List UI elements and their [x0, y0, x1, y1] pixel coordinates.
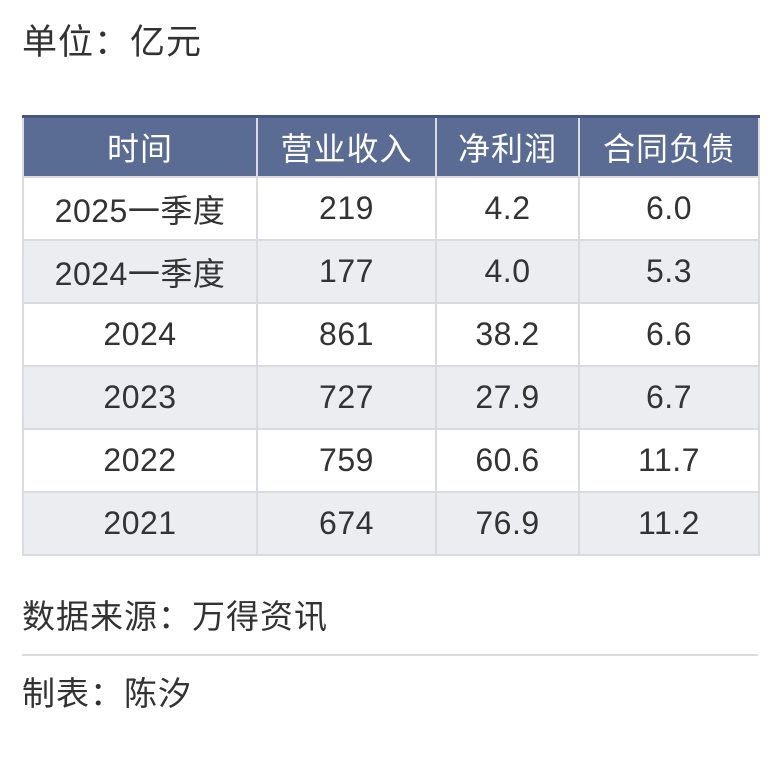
- table-cell: 4.2: [435, 176, 580, 241]
- column-header: 营业收入: [256, 115, 437, 178]
- table-cell: 2024: [22, 302, 258, 367]
- table-cell: 2024一季度: [22, 239, 258, 304]
- column-header: 合同负债: [578, 115, 760, 178]
- column-header: 时间: [22, 115, 258, 178]
- table-cell: 4.0: [435, 239, 580, 304]
- table-cell: 6.0: [578, 176, 760, 241]
- page: 单位：亿元 时间 营业收入 净利润 合同负债 2025一季度 219 4.2 6.0 2024…: [0, 22, 780, 715]
- table-row: 2022 759 60.6 11.7: [22, 428, 760, 493]
- financial-table: 时间 营业收入 净利润 合同负债 2025一季度 219 4.2 6.0 2024一季度 177…: [22, 115, 760, 556]
- unit-label: 单位：亿元: [22, 23, 203, 62]
- table-cell: 11.7: [578, 428, 760, 493]
- author-label: 制表：陈汐: [22, 675, 192, 712]
- table-cell: 2021: [22, 491, 258, 556]
- table-cell: 60.6: [435, 428, 580, 493]
- table-cell: 27.9: [435, 365, 580, 430]
- table-body: 2025一季度 219 4.2 6.0 2024一季度 177 4.0 5.3 2024 861 3…: [22, 176, 760, 556]
- table-cell: 5.3: [578, 239, 760, 304]
- column-header: 净利润: [435, 115, 580, 178]
- table-cell: 38.2: [435, 302, 580, 367]
- table-cell: 759: [256, 428, 437, 493]
- table-cell: 6.6: [578, 302, 760, 367]
- table-cell: 861: [256, 302, 437, 367]
- table-cell: 2023: [22, 365, 258, 430]
- table-header: 时间 营业收入 净利润 合同负债: [22, 115, 760, 178]
- table-cell: 6.7: [578, 365, 760, 430]
- table-header-row: 时间 营业收入 净利润 合同负债: [22, 115, 760, 178]
- table-row: 2025一季度 219 4.2 6.0: [22, 176, 760, 241]
- table-row: 2024 861 38.2 6.6: [22, 302, 760, 367]
- table-cell: 2022: [22, 428, 258, 493]
- table-cell: 76.9: [435, 491, 580, 556]
- table-row: 2021 674 76.9 11.2: [22, 491, 760, 556]
- table-cell: 2025一季度: [22, 176, 258, 241]
- table-row: 2024一季度 177 4.0 5.3: [22, 239, 760, 304]
- table-cell: 177: [256, 239, 437, 304]
- table-cell: 219: [256, 176, 437, 241]
- table-row: 2023 727 27.9 6.7: [22, 365, 760, 430]
- footer-divider: [22, 654, 758, 656]
- table-cell: 11.2: [578, 491, 760, 556]
- data-source-label: 数据来源：万得资讯: [22, 598, 328, 635]
- table-cell: 674: [256, 491, 437, 556]
- table-cell: 727: [256, 365, 437, 430]
